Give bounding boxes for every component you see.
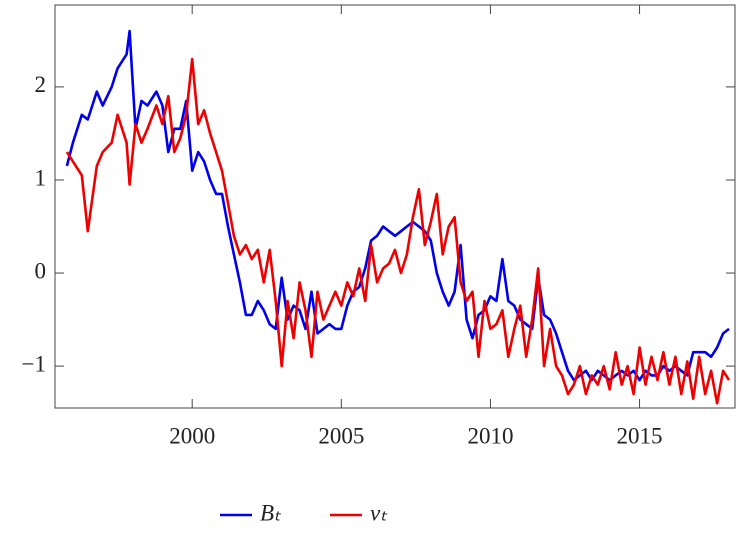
series-line [65,29,730,382]
x-tick-label: 2005 [318,423,364,448]
x-tick-label: 2000 [169,423,215,448]
legend-label: vₜ [370,500,388,525]
y-tick-label: 0 [35,258,47,283]
x-tick-label: 2010 [467,423,513,448]
x-tick-label: 2015 [617,423,663,448]
y-tick-label: 2 [35,72,47,97]
y-tick-label: −1 [22,351,46,376]
series-line [65,57,731,405]
legend-label: Bₜ [260,500,282,525]
y-tick-label: 1 [35,165,47,190]
plot-frame [54,4,736,409]
